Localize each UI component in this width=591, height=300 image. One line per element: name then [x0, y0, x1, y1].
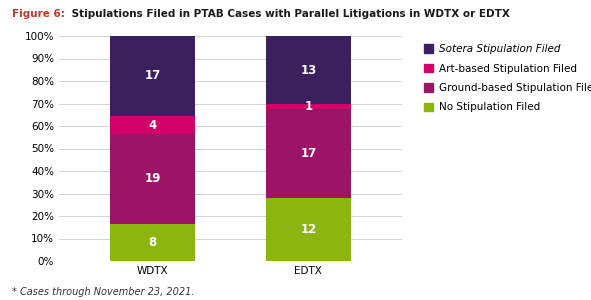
- Text: 13: 13: [300, 64, 317, 76]
- Bar: [265, 104, 351, 109]
- Text: 4: 4: [148, 118, 157, 132]
- Text: 17: 17: [300, 147, 317, 160]
- Text: Stipulations Filed in PTAB Cases with Parallel Litigations in WDTX or EDTX: Stipulations Filed in PTAB Cases with Pa…: [68, 9, 510, 19]
- Text: 17: 17: [144, 69, 161, 82]
- Bar: [265, 198, 351, 261]
- Text: 12: 12: [300, 223, 317, 236]
- Text: 19: 19: [144, 172, 161, 185]
- Text: Figure 6:: Figure 6:: [12, 9, 64, 19]
- Bar: [110, 116, 196, 134]
- Bar: [265, 36, 351, 104]
- Text: 1: 1: [304, 100, 313, 113]
- Bar: [110, 134, 196, 224]
- Text: * Cases through November 23, 2021.: * Cases through November 23, 2021.: [12, 287, 194, 297]
- Legend: Sotera Stipulation Filed, Art-based Stipulation Filed, Ground-based Stipulation : Sotera Stipulation Filed, Art-based Stip…: [421, 41, 591, 116]
- Bar: [265, 109, 351, 198]
- Text: 8: 8: [148, 236, 157, 249]
- Bar: [110, 36, 196, 116]
- Bar: [110, 224, 196, 261]
